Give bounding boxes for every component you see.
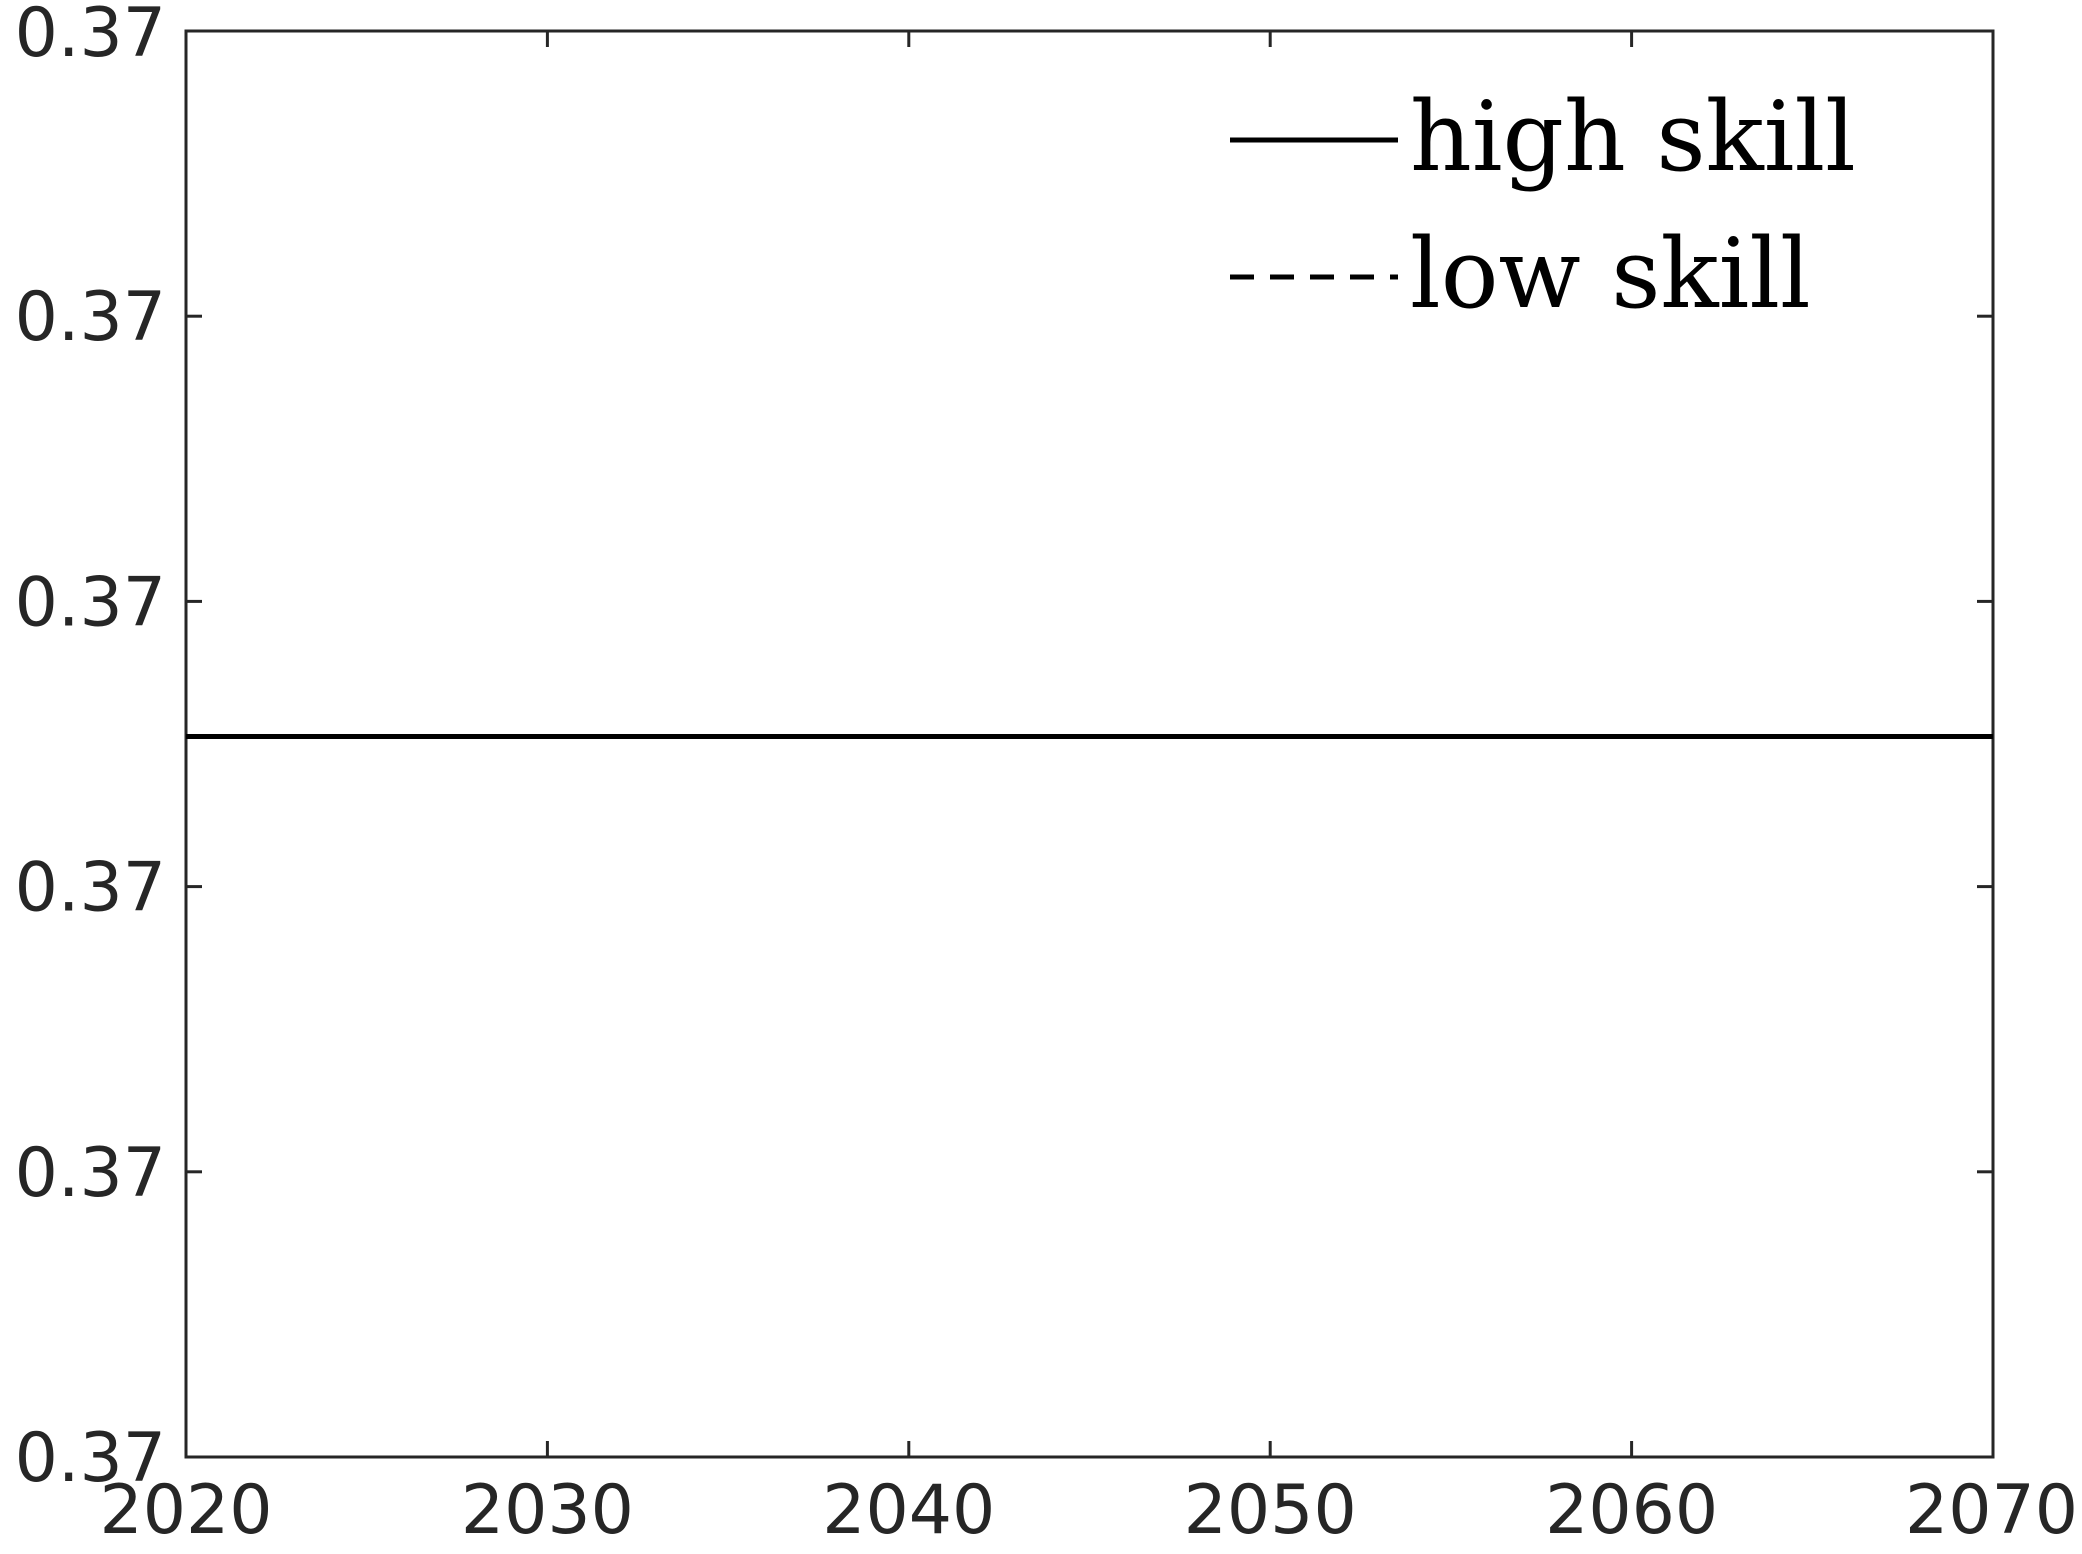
y-tick-label: 0.37	[15, 1419, 166, 1498]
y-tick-label: 0.37	[15, 1134, 166, 1213]
legend: high skill low skill	[1230, 81, 1856, 330]
x-tick-label: 2050	[1184, 1471, 1357, 1550]
y-tick-label: 0.37	[15, 0, 166, 73]
y-tick-label: 0.37	[15, 278, 166, 357]
x-axis: 2020 2030 2040 2050 2060 2070	[99, 31, 2078, 1550]
y-tick-label: 0.37	[15, 849, 166, 928]
x-tick-label: 2070	[1905, 1471, 2078, 1550]
x-tick-label: 2020	[99, 1471, 272, 1550]
legend-label: low skill	[1410, 218, 1811, 330]
plot-area	[184, 29, 1995, 1459]
x-tick-label: 2060	[1545, 1471, 1718, 1550]
y-axis: 0.37 0.37 0.37 0.37 0.37 0.37	[15, 0, 1993, 1498]
legend-label: high skill	[1410, 81, 1856, 193]
x-tick-label: 2030	[461, 1471, 634, 1550]
y-tick-label: 0.37	[15, 563, 166, 642]
x-tick-label: 2040	[822, 1471, 995, 1550]
